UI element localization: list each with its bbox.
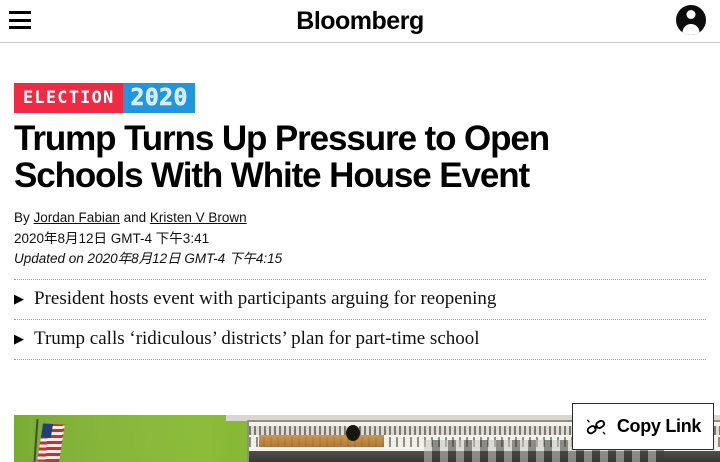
author-link-one[interactable]: Jordan Fabian xyxy=(33,209,120,225)
chain-link-icon xyxy=(586,419,606,435)
article-container: ELECTION 2020 Trump Turns Up Pressure to… xyxy=(0,43,720,360)
hamburger-line-2 xyxy=(9,18,31,22)
updated-timestamp: Updated on 2020年8月12日 GMT-4 下午4:15 xyxy=(14,251,283,267)
badge-year-label: 2020 xyxy=(123,83,195,113)
byline-prefix: By xyxy=(14,209,30,225)
triangle-bullet-icon: ▶ xyxy=(14,291,24,307)
byline-conjunction: and xyxy=(123,209,147,225)
list-item[interactable]: ▶ President hosts event with participant… xyxy=(14,280,706,321)
copy-link-label: Copy Link xyxy=(616,416,702,436)
avatar-body-shape xyxy=(682,24,700,35)
board-top-strip xyxy=(248,426,720,435)
top-navigation-bar: Bloomberg xyxy=(0,0,720,43)
byline: By Jordan Fabian and Kristen V Brown xyxy=(14,208,706,228)
page-title: Trump Turns Up Pressure to Open Schools … xyxy=(14,119,550,196)
site-logo-bloomberg[interactable]: Bloomberg xyxy=(296,7,424,35)
hamburger-line-3 xyxy=(9,26,31,29)
user-avatar-icon[interactable] xyxy=(676,5,706,35)
wall-clock xyxy=(345,425,360,441)
summary-bullet-list: ▶ President hosts event with participant… xyxy=(14,279,706,360)
summary-bullet-text: President hosts event with participants … xyxy=(34,288,497,310)
election-2020-badge[interactable]: ELECTION 2020 xyxy=(14,83,195,113)
summary-bullet-text: Trump calls ‘ridiculous’ districts’ plan… xyxy=(34,328,480,350)
classroom-ceiling xyxy=(225,415,720,421)
board-wood-panel-left xyxy=(258,435,385,447)
flag-canton xyxy=(40,423,53,438)
hamburger-line-1 xyxy=(9,11,31,14)
hamburger-menu-icon[interactable] xyxy=(9,11,31,29)
triangle-bullet-icon: ▶ xyxy=(14,331,24,347)
avatar-head-shape xyxy=(686,10,696,19)
badge-category-label: ELECTION xyxy=(14,83,124,113)
list-item[interactable]: ▶ Trump calls ‘ridiculous’ districts’ pl… xyxy=(14,320,706,360)
author-link-two[interactable]: Kristen V Brown xyxy=(149,209,247,225)
copy-link-button[interactable]: Copy Link xyxy=(572,403,714,450)
published-timestamp: 2020年8月12日 GMT-4 下午3:41 xyxy=(14,231,210,247)
